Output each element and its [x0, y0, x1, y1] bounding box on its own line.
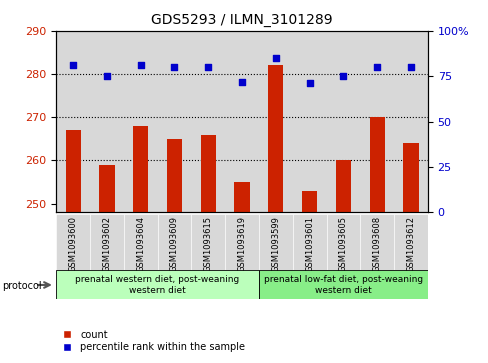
Bar	[259, 214, 292, 270]
Bar	[90, 214, 123, 270]
Bar	[259, 31, 292, 212]
Bar	[393, 31, 427, 212]
Point	[406, 64, 414, 70]
Bar	[302, 191, 317, 212]
Bar	[393, 214, 427, 270]
Text: GSM1093612: GSM1093612	[406, 216, 415, 272]
Bar	[191, 31, 224, 212]
Bar	[360, 31, 393, 212]
Point	[204, 64, 212, 70]
Bar	[65, 130, 81, 212]
Point	[339, 73, 346, 79]
Bar	[259, 270, 427, 299]
Point	[372, 64, 380, 70]
Bar	[369, 117, 384, 212]
Text: GSM1093609: GSM1093609	[170, 216, 179, 272]
Text: prenatal western diet, post-weaning
western diet: prenatal western diet, post-weaning west…	[75, 275, 239, 295]
Text: GSM1093605: GSM1093605	[338, 216, 347, 272]
Text: prenatal low-fat diet, post-weaning
western diet: prenatal low-fat diet, post-weaning west…	[264, 275, 422, 295]
Bar	[123, 214, 157, 270]
Point	[69, 62, 77, 68]
Bar	[335, 160, 350, 212]
Bar	[56, 270, 259, 299]
Bar	[56, 214, 90, 270]
Bar	[360, 214, 393, 270]
Text: GSM1093619: GSM1093619	[237, 216, 246, 272]
Legend: count, percentile rank within the sample: count, percentile rank within the sample	[54, 326, 248, 356]
Bar	[90, 31, 123, 212]
Point	[170, 64, 178, 70]
Text: protocol: protocol	[2, 281, 42, 291]
Bar	[292, 214, 326, 270]
Text: GSM1093608: GSM1093608	[372, 216, 381, 272]
Bar	[200, 135, 215, 212]
Bar	[157, 31, 191, 212]
Bar	[292, 31, 326, 212]
Text: GSM1093615: GSM1093615	[203, 216, 212, 272]
Point	[137, 62, 144, 68]
Bar	[224, 31, 259, 212]
Text: GSM1093602: GSM1093602	[102, 216, 111, 272]
Text: GSM1093601: GSM1093601	[305, 216, 313, 272]
Title: GDS5293 / ILMN_3101289: GDS5293 / ILMN_3101289	[151, 13, 332, 27]
Bar	[123, 31, 157, 212]
Bar	[224, 214, 259, 270]
Bar	[157, 214, 191, 270]
Point	[103, 73, 111, 79]
Bar	[403, 143, 418, 212]
Point	[238, 79, 245, 85]
Bar	[326, 214, 360, 270]
Point	[271, 55, 279, 61]
Bar	[326, 31, 360, 212]
Bar	[99, 165, 114, 212]
Bar	[234, 182, 249, 212]
Bar	[166, 139, 182, 212]
Bar	[56, 31, 90, 212]
Text: GSM1093600: GSM1093600	[68, 216, 78, 272]
Text: GSM1093599: GSM1093599	[271, 216, 280, 272]
Text: GSM1093604: GSM1093604	[136, 216, 145, 272]
Bar	[191, 214, 224, 270]
Bar	[133, 126, 148, 212]
Point	[305, 81, 313, 86]
Bar	[268, 65, 283, 212]
